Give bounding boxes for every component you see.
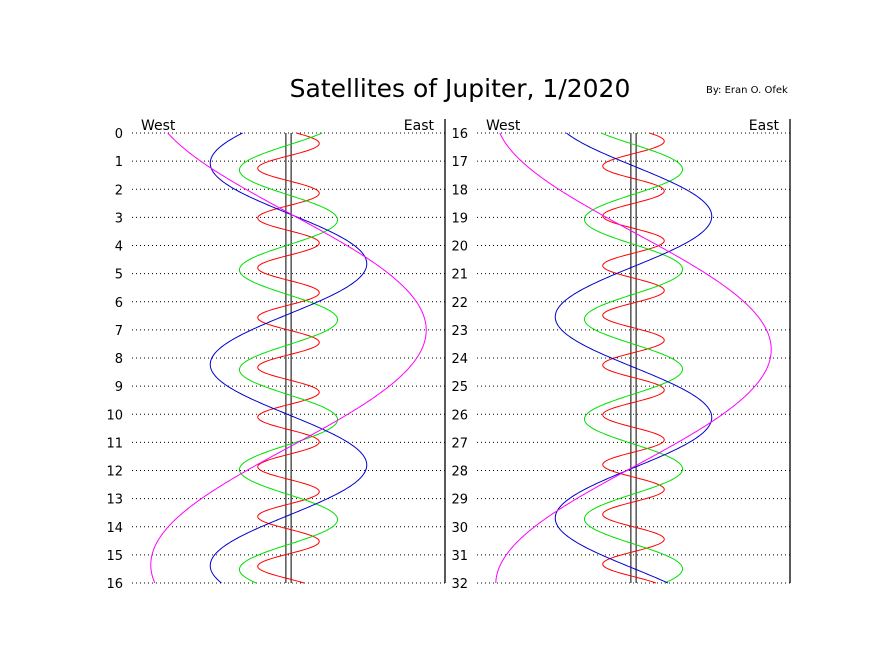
y-tick-label: 14 (106, 521, 123, 536)
y-tick-label: 27 (451, 436, 468, 451)
panel-left-east-label: East (404, 118, 435, 134)
y-tick-label: 25 (451, 380, 468, 395)
panel-right-east-label: East (749, 118, 780, 134)
y-tick-label: 12 (106, 465, 123, 480)
y-tick-label: 6 (115, 296, 123, 311)
y-tick-label: 16 (106, 577, 123, 592)
author-credit: By: Eran O. Ofek (706, 85, 788, 96)
y-tick-label: 1 (115, 155, 123, 170)
y-tick-label: 15 (106, 549, 123, 564)
y-tick-label: 22 (451, 296, 468, 311)
panel-right: West East 16 17 18 19 20 21 22 23 24 25 26 27 28 29 30… (451, 118, 791, 592)
y-tick-label: 0 (115, 127, 123, 142)
y-tick-label: 18 (451, 183, 468, 198)
y-tick-label: 17 (451, 155, 468, 170)
y-tick-label: 13 (106, 493, 123, 508)
y-tick-label: 21 (451, 268, 468, 283)
y-tick-label: 16 (451, 127, 468, 142)
y-tick-label: 24 (451, 352, 468, 367)
satellite-curve-europa (583, 132, 684, 584)
y-tick-label: 20 (451, 240, 468, 255)
y-tick-label: 4 (115, 240, 123, 255)
panel-left-west-label: West (141, 118, 176, 134)
satellite-curve-io (602, 132, 665, 584)
satellite-curve-callisto (150, 132, 427, 584)
y-tick-label: 10 (106, 408, 123, 423)
y-tick-label: 28 (451, 465, 468, 480)
y-tick-label: 5 (115, 268, 123, 283)
y-tick-label: 11 (106, 436, 123, 451)
y-tick-label: 29 (451, 493, 468, 508)
y-tick-label: 9 (115, 380, 123, 395)
y-tick-label: 7 (115, 324, 123, 339)
y-tick-label: 19 (451, 211, 468, 226)
y-tick-label: 26 (451, 408, 468, 423)
y-tick-label: 32 (451, 577, 468, 592)
chart-title: Satellites of Jupiter, 1/2020 (289, 74, 631, 103)
y-tick-label: 2 (115, 183, 123, 198)
y-tick-label: 23 (451, 324, 468, 339)
y-tick-label: 8 (115, 352, 123, 367)
y-tick-label: 31 (451, 549, 468, 564)
y-tick-label: 30 (451, 521, 468, 536)
satellite-curve-ganymede (209, 132, 368, 584)
satellite-curve-callisto (495, 132, 772, 584)
y-tick-label: 3 (115, 211, 123, 226)
panel-right-west-label: West (486, 118, 521, 134)
satellite-curve-ganymede (554, 132, 713, 584)
satellite-curve-europa (238, 132, 339, 584)
